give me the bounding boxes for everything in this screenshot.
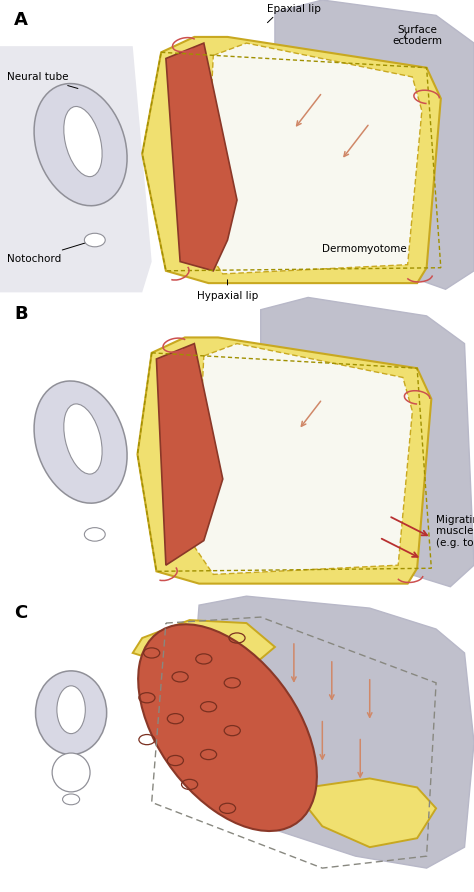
Ellipse shape [36, 671, 107, 755]
Polygon shape [166, 43, 237, 271]
Ellipse shape [52, 753, 90, 792]
Text: Hypaxial lip: Hypaxial lip [197, 280, 258, 301]
Polygon shape [0, 46, 152, 293]
Polygon shape [156, 343, 223, 566]
Ellipse shape [138, 624, 317, 831]
Polygon shape [137, 337, 431, 583]
Polygon shape [133, 620, 275, 671]
Text: C: C [14, 604, 27, 622]
Circle shape [63, 794, 80, 805]
Polygon shape [142, 37, 441, 283]
Text: Dermomyotome: Dermomyotome [322, 244, 407, 254]
Polygon shape [204, 43, 422, 274]
Ellipse shape [64, 404, 102, 474]
Polygon shape [275, 0, 474, 289]
Polygon shape [308, 779, 436, 847]
Circle shape [84, 234, 105, 247]
Ellipse shape [64, 106, 102, 177]
Text: Migrating
muscle cells
(e.g. to limb): Migrating muscle cells (e.g. to limb) [436, 515, 474, 548]
Ellipse shape [34, 381, 127, 503]
Polygon shape [194, 343, 412, 574]
Text: Myotome: Myotome [180, 171, 228, 193]
Polygon shape [190, 596, 474, 868]
Polygon shape [261, 297, 474, 587]
Text: Surface
ectoderm: Surface ectoderm [392, 25, 442, 46]
Text: Epaxial lip: Epaxial lip [267, 4, 321, 14]
Ellipse shape [34, 84, 127, 206]
Ellipse shape [57, 686, 85, 733]
Text: Neural tube: Neural tube [7, 72, 78, 88]
Circle shape [84, 528, 105, 541]
Text: B: B [14, 305, 28, 323]
Text: Notochord: Notochord [7, 241, 92, 263]
Text: A: A [14, 11, 28, 29]
